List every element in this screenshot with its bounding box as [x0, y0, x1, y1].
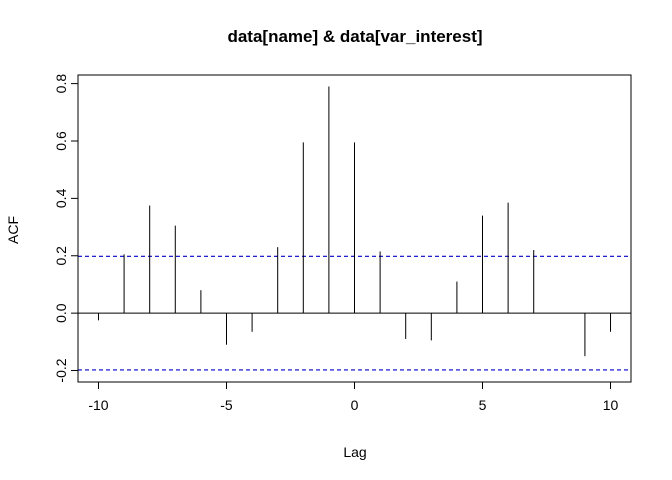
y-tick-label: -0.2 — [53, 358, 69, 382]
x-axis-label: Lag — [343, 444, 366, 460]
y-tick-label: 0.4 — [53, 188, 69, 208]
chart-marks: -10 -5 0 5 10 -0.2 0.0 0.2 0.4 0.6 0.8 — [53, 74, 631, 413]
y-tick-label: 0.6 — [53, 131, 69, 151]
y-tick-label: 0.0 — [53, 303, 69, 323]
y-axis-label: ACF — [5, 216, 21, 244]
x-tick-label: -10 — [88, 397, 108, 413]
x-tick-label: 10 — [603, 397, 619, 413]
chart-title: data[name] & data[var_interest] — [227, 27, 482, 46]
x-tick-label: 0 — [351, 397, 359, 413]
x-tick-label: -5 — [220, 397, 233, 413]
y-tick-label: 0.8 — [53, 74, 69, 94]
y-tick-label: 0.2 — [53, 246, 69, 266]
x-tick-label: 5 — [479, 397, 487, 413]
